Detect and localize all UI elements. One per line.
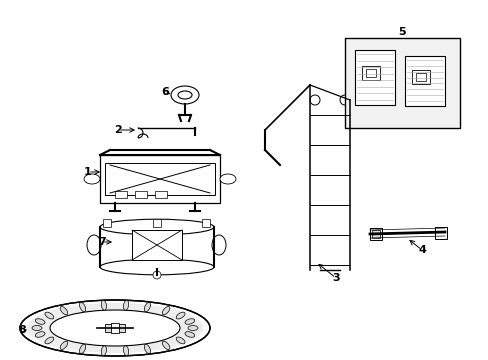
Bar bbox=[132, 230, 182, 260]
Text: 8: 8 bbox=[18, 325, 26, 335]
Ellipse shape bbox=[187, 325, 198, 330]
Text: 6: 6 bbox=[161, 87, 168, 97]
Bar bbox=[202, 219, 209, 227]
Ellipse shape bbox=[60, 306, 67, 315]
Ellipse shape bbox=[123, 300, 128, 310]
Ellipse shape bbox=[87, 235, 101, 255]
Text: 2: 2 bbox=[114, 125, 122, 135]
Ellipse shape bbox=[184, 319, 194, 324]
Bar bbox=[354, 50, 394, 105]
Ellipse shape bbox=[153, 271, 161, 279]
Ellipse shape bbox=[101, 346, 106, 356]
Ellipse shape bbox=[309, 95, 319, 105]
Ellipse shape bbox=[220, 174, 236, 184]
Bar bbox=[434, 227, 446, 239]
Ellipse shape bbox=[27, 303, 203, 353]
Bar bbox=[105, 163, 215, 195]
Ellipse shape bbox=[123, 346, 128, 356]
Ellipse shape bbox=[178, 91, 192, 99]
Ellipse shape bbox=[101, 300, 106, 310]
Ellipse shape bbox=[20, 300, 209, 356]
Bar bbox=[111, 323, 119, 333]
Ellipse shape bbox=[35, 319, 45, 324]
Ellipse shape bbox=[176, 312, 184, 319]
Text: 3: 3 bbox=[331, 273, 339, 283]
Ellipse shape bbox=[84, 174, 100, 184]
Ellipse shape bbox=[144, 302, 150, 312]
Ellipse shape bbox=[162, 341, 169, 350]
Ellipse shape bbox=[80, 344, 85, 354]
Bar bbox=[365, 69, 375, 77]
Ellipse shape bbox=[212, 235, 225, 255]
Bar bbox=[115, 191, 127, 198]
Text: 4: 4 bbox=[417, 245, 425, 255]
Bar bbox=[415, 73, 425, 81]
Bar bbox=[153, 219, 161, 227]
Bar bbox=[100, 155, 220, 203]
Ellipse shape bbox=[32, 325, 42, 330]
Ellipse shape bbox=[184, 332, 194, 337]
Text: 5: 5 bbox=[397, 27, 405, 37]
Ellipse shape bbox=[50, 310, 180, 346]
Ellipse shape bbox=[171, 86, 199, 104]
Ellipse shape bbox=[144, 344, 150, 354]
Bar bbox=[345, 38, 459, 128]
Bar bbox=[103, 219, 111, 227]
Text: 7: 7 bbox=[98, 237, 106, 247]
Ellipse shape bbox=[60, 341, 67, 350]
Bar bbox=[371, 230, 379, 238]
Bar bbox=[361, 66, 379, 80]
Ellipse shape bbox=[35, 332, 45, 337]
Bar bbox=[105, 324, 125, 332]
Ellipse shape bbox=[50, 310, 180, 346]
Bar bbox=[135, 191, 147, 198]
Ellipse shape bbox=[100, 219, 214, 235]
Ellipse shape bbox=[45, 337, 54, 344]
Bar bbox=[369, 228, 381, 240]
Ellipse shape bbox=[339, 95, 349, 105]
Ellipse shape bbox=[100, 259, 214, 275]
Text: 1: 1 bbox=[84, 167, 92, 177]
Bar bbox=[155, 191, 167, 198]
Ellipse shape bbox=[176, 337, 184, 344]
Ellipse shape bbox=[162, 306, 169, 315]
Ellipse shape bbox=[45, 312, 54, 319]
Bar bbox=[411, 70, 429, 84]
Bar bbox=[404, 56, 444, 106]
Ellipse shape bbox=[80, 302, 85, 312]
